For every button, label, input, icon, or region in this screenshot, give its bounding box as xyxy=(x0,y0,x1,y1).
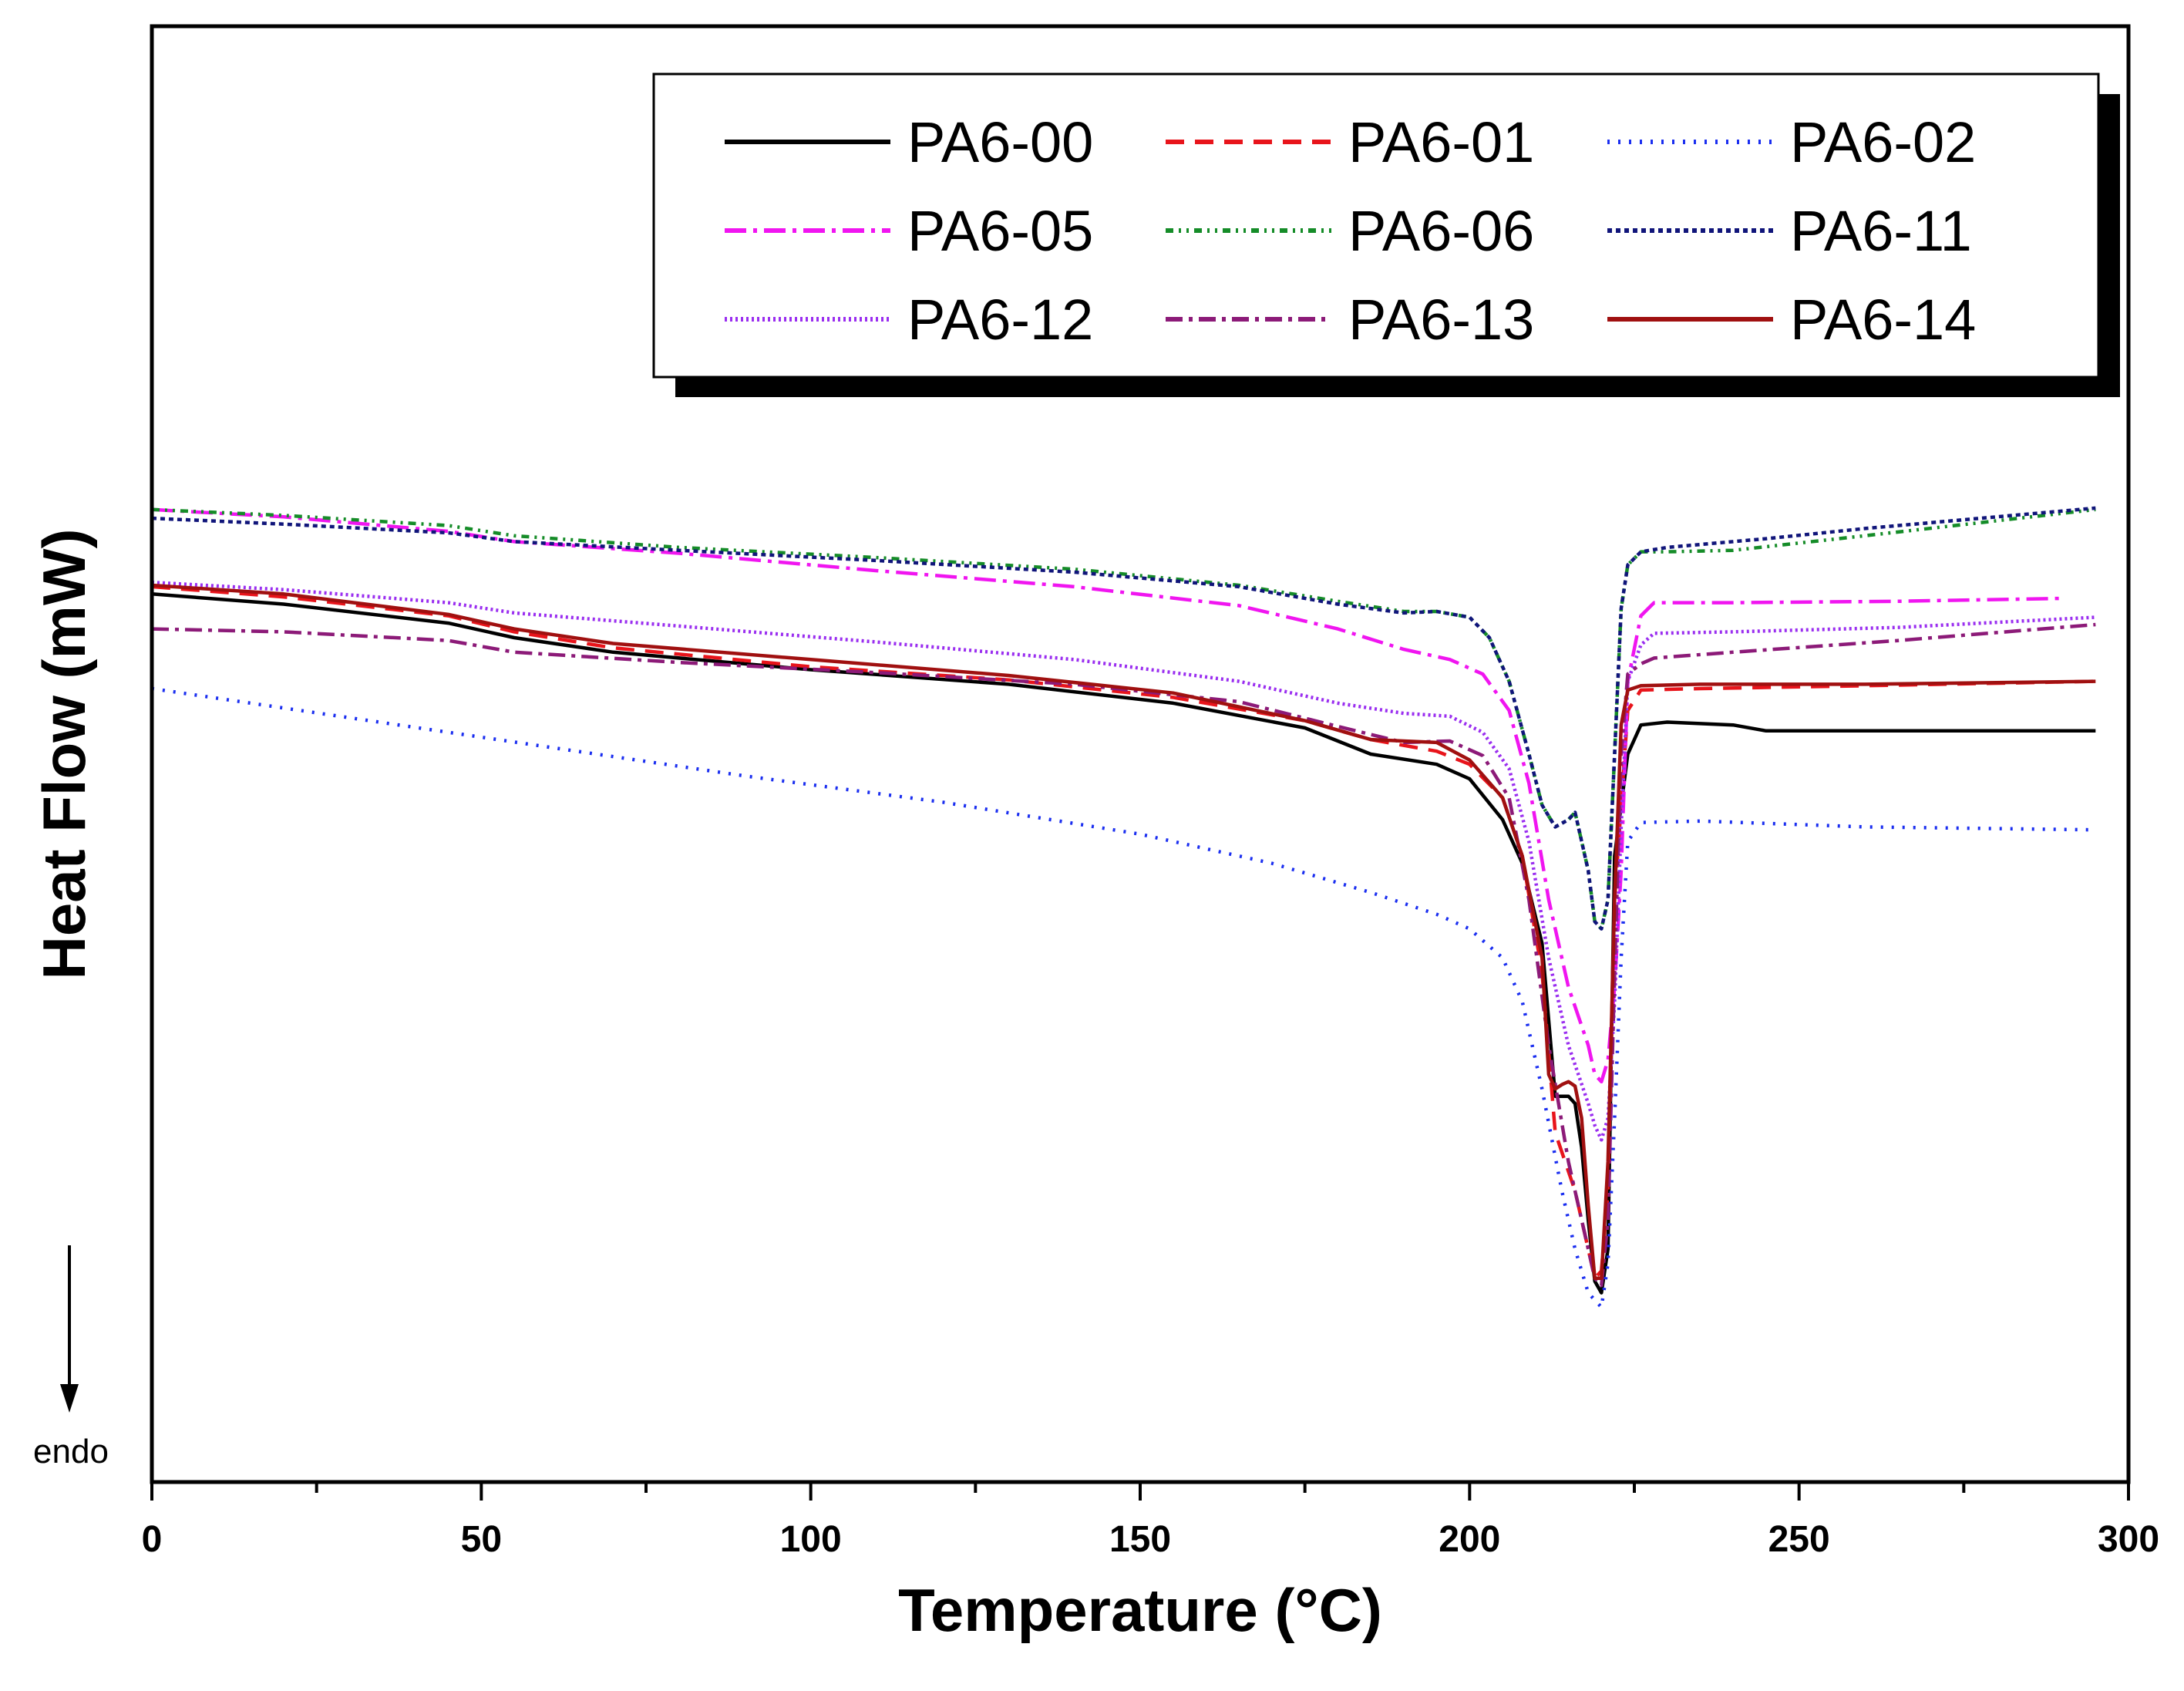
legend-label-pa6-00: PA6-00 xyxy=(907,110,1093,174)
series-line-pa6-12 xyxy=(151,580,2096,1142)
endo-indicator: endo xyxy=(33,1245,109,1470)
legend-label-pa6-12: PA6-12 xyxy=(907,288,1093,352)
series-line-pa6-06 xyxy=(151,507,2096,931)
endo-label: endo xyxy=(33,1433,109,1470)
endo-arrow-head-icon xyxy=(60,1384,79,1413)
legend-label-pa6-11: PA6-11 xyxy=(1790,199,1972,263)
x-tick-label-200: 200 xyxy=(1439,1519,1500,1560)
series-line-pa6-14 xyxy=(151,583,2096,1280)
series-line-pa6-05 xyxy=(151,507,2063,1084)
x-tick-label-250: 250 xyxy=(1768,1519,1830,1560)
legend-label-pa6-02: PA6-02 xyxy=(1790,110,1976,174)
legend: PA6-00 PA6-01 PA6-02 PA6-05 PA6-06 PA6-11 PA6-… xyxy=(652,72,2120,397)
series-line-pa6-02 xyxy=(151,686,2096,1309)
legend-box xyxy=(652,72,2100,379)
x-tick-label-50: 50 xyxy=(461,1519,502,1560)
x-axis-title: Temperature (°C) xyxy=(898,1576,1382,1644)
series-line-pa6-13 xyxy=(151,622,2096,1288)
series-layer xyxy=(151,506,2096,1309)
x-axis: 0 50 100 150 200 250 300 xyxy=(142,1482,2159,1560)
legend-label-pa6-01: PA6-01 xyxy=(1348,110,1534,174)
y-axis-title: Heat Flow (mW) xyxy=(30,529,98,980)
x-tick-label-150: 150 xyxy=(1109,1519,1171,1560)
x-tick-label-0: 0 xyxy=(142,1519,163,1560)
legend-label-pa6-14: PA6-14 xyxy=(1790,288,1976,352)
series-line-pa6-11 xyxy=(151,506,2096,931)
x-tick-label-300: 300 xyxy=(2098,1519,2159,1560)
series-line-pa6-00 xyxy=(151,592,2096,1295)
x-tick-label-100: 100 xyxy=(780,1519,842,1560)
legend-label-pa6-06: PA6-06 xyxy=(1348,199,1534,263)
legend-label-pa6-05: PA6-05 xyxy=(907,199,1093,263)
legend-label-pa6-13: PA6-13 xyxy=(1348,288,1534,352)
